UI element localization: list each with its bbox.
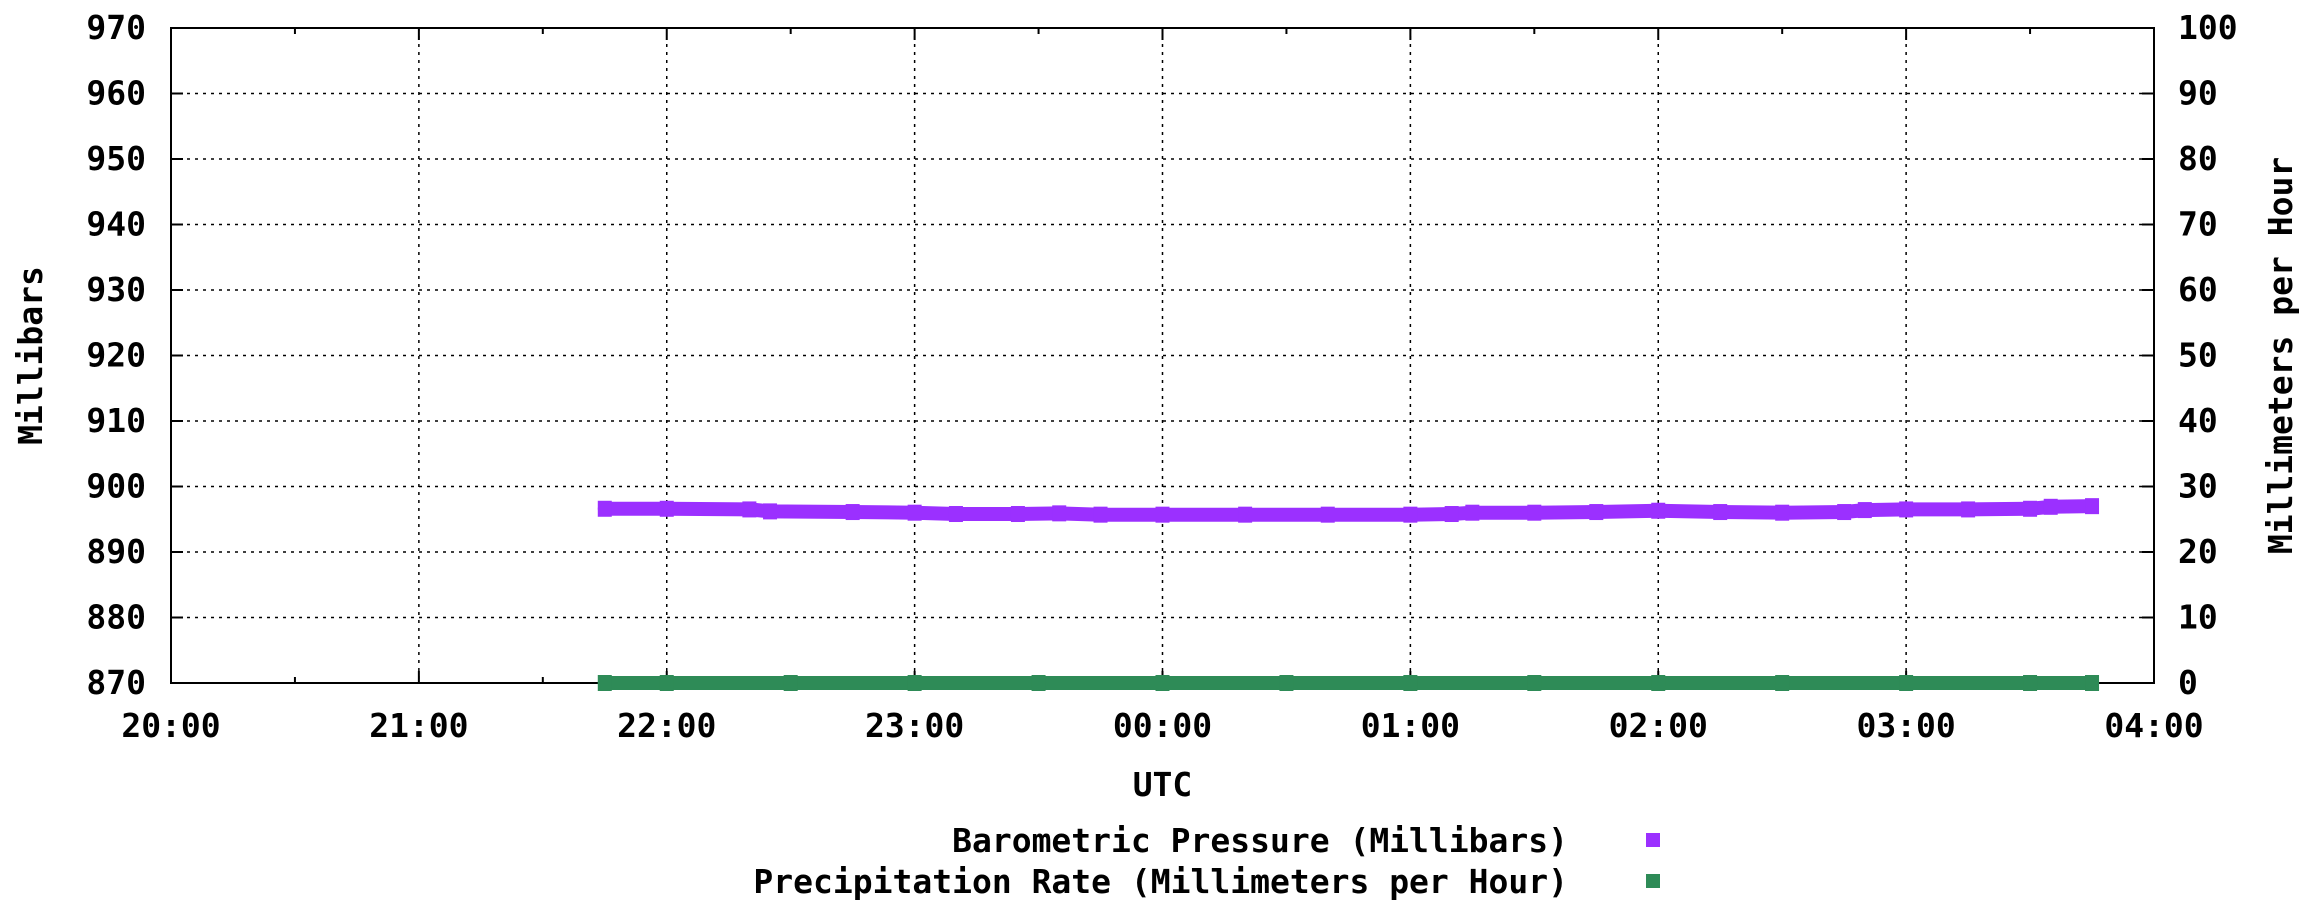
- y2-tick-label: 50: [2178, 336, 2218, 375]
- y2-tick-label: 30: [2178, 467, 2218, 506]
- legend-swatch-pressure: [1646, 833, 1660, 847]
- x-tick-label: 01:00: [1361, 706, 1460, 745]
- data-point: [1651, 675, 1666, 691]
- x-tick-label: 04:00: [2104, 706, 2203, 745]
- data-point: [2023, 675, 2038, 691]
- x-tick-label: 20:00: [121, 706, 220, 745]
- data-point: [763, 503, 778, 520]
- y-tick-label: 890: [86, 532, 146, 571]
- y-tick-label: 900: [86, 467, 146, 506]
- grid: [171, 28, 2154, 683]
- legend-label-pressure: Barometric Pressure (Millibars): [952, 821, 1568, 860]
- x-tick-label: 21:00: [369, 706, 468, 745]
- data-point: [1775, 504, 1790, 521]
- data-point: [1238, 506, 1253, 523]
- x-tick-label: 00:00: [1113, 706, 1212, 745]
- series-line-0: [597, 499, 2099, 522]
- y-tick-label: 960: [86, 74, 146, 113]
- data-point: [1155, 506, 1170, 523]
- y-axis-title: Millibars: [11, 266, 50, 445]
- data-point: [1155, 675, 1170, 691]
- x-tick-label: 02:00: [1609, 706, 1708, 745]
- data-point: [948, 506, 963, 523]
- data-point: [742, 501, 757, 518]
- x-tick-label: 22:00: [617, 706, 716, 745]
- data-point: [2085, 498, 2100, 515]
- data-point: [2043, 498, 2058, 515]
- y-tick-label: 870: [86, 663, 146, 702]
- y2-tick-label: 10: [2178, 598, 2218, 637]
- y2-tick-label: 70: [2178, 205, 2218, 244]
- data-point: [845, 504, 860, 521]
- data-point: [1403, 506, 1418, 523]
- data-point: [1010, 506, 1025, 523]
- data-point: [1279, 675, 1294, 691]
- data-point: [2023, 500, 2038, 517]
- y2-tick-label: 80: [2178, 139, 2218, 178]
- data-point: [1031, 675, 1046, 691]
- data-point: [783, 675, 798, 691]
- data-point: [597, 675, 612, 691]
- data-point: [1052, 505, 1067, 522]
- data-point: [1899, 675, 1914, 691]
- data-point: [907, 504, 922, 521]
- x-tick-label: 23:00: [865, 706, 964, 745]
- legend: Barometric Pressure (Millibars) Precipit…: [753, 821, 1660, 901]
- data-point: [1837, 504, 1852, 521]
- data-point: [1899, 501, 1914, 518]
- y-tick-label: 880: [86, 598, 146, 637]
- y-tick-label: 950: [86, 139, 146, 178]
- data-point: [1320, 506, 1335, 523]
- y-tick-label: 910: [86, 401, 146, 440]
- data-point: [1444, 506, 1459, 523]
- data-point: [907, 675, 922, 691]
- data-point: [1857, 502, 1872, 519]
- legend-label-precipitation: Precipitation Rate (Millimeters per Hour…: [753, 862, 1568, 901]
- y-tick-label: 940: [86, 205, 146, 244]
- y2-tick-label: 60: [2178, 270, 2218, 309]
- x-tick-label: 03:00: [1856, 706, 1955, 745]
- data-point: [659, 500, 674, 517]
- data-point: [1775, 675, 1790, 691]
- y2-tick-label: 100: [2178, 8, 2238, 47]
- data-point: [1961, 501, 1976, 518]
- y2-tick-label: 90: [2178, 74, 2218, 113]
- y-tick-label: 970: [86, 8, 146, 47]
- data-point: [1465, 504, 1480, 521]
- data-point: [1713, 504, 1728, 521]
- data-point: [2085, 675, 2100, 691]
- data-point: [1527, 675, 1542, 691]
- data-point: [1403, 675, 1418, 691]
- data-point: [659, 675, 674, 691]
- data-point: [597, 500, 612, 517]
- data-point: [1527, 504, 1542, 521]
- y2-axis-title: Millimeters per Hour: [2261, 157, 2300, 554]
- data-point: [1651, 502, 1666, 519]
- y-tick-label: 920: [86, 336, 146, 375]
- y-tick-label: 930: [86, 270, 146, 309]
- y2-tick-label: 20: [2178, 532, 2218, 571]
- y2-tick-label: 0: [2178, 663, 2198, 702]
- x-axis-title: UTC: [1133, 765, 1193, 804]
- series-layer: [597, 498, 2100, 691]
- legend-swatch-precipitation: [1646, 874, 1660, 888]
- labels: 20:00 21:00 22:00 23:00 00:00 01:00 02:00 03:00…: [86, 8, 2237, 745]
- data-point: [1589, 504, 1604, 521]
- data-point: [1093, 506, 1108, 523]
- y2-tick-label: 40: [2178, 401, 2218, 440]
